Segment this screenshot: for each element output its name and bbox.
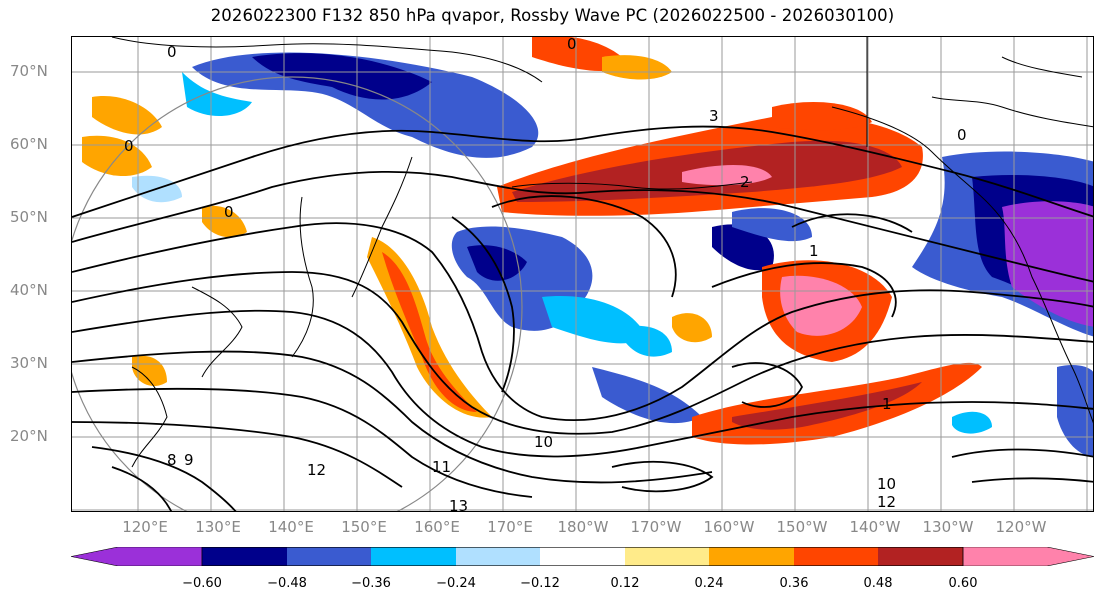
contour-lines bbox=[72, 125, 1093, 511]
map-canvas: 0 0 0 0 0 1 1 2 3 10 11 12 13 10 12 8 9 bbox=[72, 37, 1093, 512]
lat-label-40n: 40°N bbox=[10, 281, 48, 299]
colorbar-tick: −0.24 bbox=[436, 576, 476, 591]
lon-label-150e: 150°E bbox=[341, 518, 387, 536]
map-title: 2026022300 F132 850 hPa qvapor, Rossby W… bbox=[210, 6, 895, 25]
lat-label-60n: 60°N bbox=[10, 135, 48, 153]
colorbar-tick: −0.12 bbox=[520, 576, 560, 591]
anomaly-fills bbox=[82, 37, 1093, 457]
contour-label: 13 bbox=[449, 497, 468, 512]
lon-label-130w: 130°W bbox=[922, 518, 974, 536]
colorbar-segment bbox=[71, 547, 203, 566]
lon-label-140w: 140°W bbox=[849, 518, 901, 536]
lon-label-120e: 120°E bbox=[122, 518, 168, 536]
lon-label-170e: 170°E bbox=[487, 518, 533, 536]
lat-label-30n: 30°N bbox=[10, 354, 48, 372]
colorbar-tick: −0.60 bbox=[182, 576, 222, 591]
colorbar-segment bbox=[371, 547, 456, 566]
contour-label: 9 bbox=[184, 451, 194, 469]
contour-label: 0 bbox=[567, 37, 577, 53]
contour-label: 0 bbox=[167, 43, 177, 61]
colorbar-segment bbox=[202, 547, 287, 566]
contour-label: 0 bbox=[224, 203, 234, 221]
contour-label: 10 bbox=[877, 475, 896, 493]
contour-label: 0 bbox=[957, 126, 967, 144]
lat-label-50n: 50°N bbox=[10, 208, 48, 226]
coastlines bbox=[111, 37, 1093, 468]
lon-label-160e: 160°E bbox=[414, 518, 460, 536]
contour-label: 1 bbox=[882, 395, 892, 413]
colorbar-tick: 0.60 bbox=[948, 576, 978, 591]
contour-label: 2 bbox=[740, 173, 750, 191]
colorbar-tick: −0.36 bbox=[351, 576, 391, 591]
lon-label-150w: 150°W bbox=[776, 518, 828, 536]
colorbar-segment bbox=[625, 547, 709, 566]
colorbar-segment bbox=[962, 547, 1094, 566]
colorbar-segment bbox=[878, 547, 963, 566]
contour-label: 0 bbox=[124, 137, 134, 155]
negative-anomaly-region bbox=[192, 52, 539, 158]
colorbar-segment bbox=[456, 547, 540, 566]
contour-label: 1 bbox=[809, 242, 819, 260]
lon-label-120w: 120°W bbox=[995, 518, 1047, 536]
contour-label: 12 bbox=[307, 461, 326, 479]
contour-label: 11 bbox=[432, 458, 451, 476]
lon-label-170w: 170°W bbox=[630, 518, 682, 536]
map-plot-area[interactable]: 0 0 0 0 0 1 1 2 3 10 11 12 13 10 12 8 9 bbox=[71, 36, 1094, 512]
colorbar bbox=[71, 547, 1094, 566]
colorbar-tick: 0.24 bbox=[694, 576, 724, 591]
colorbar-segment bbox=[709, 547, 794, 566]
lon-label-130e: 130°E bbox=[195, 518, 241, 536]
colorbar-segment bbox=[794, 547, 878, 566]
colorbar-tick: 0.12 bbox=[610, 576, 640, 591]
contour-label: 3 bbox=[709, 107, 719, 125]
lon-label-140e: 140°E bbox=[268, 518, 314, 536]
contour-label-group: 0 0 0 0 0 1 1 2 3 10 11 12 13 10 12 8 9 bbox=[124, 37, 967, 512]
lat-label-20n: 20°N bbox=[10, 427, 48, 445]
lat-label-70n: 70°N bbox=[10, 62, 48, 80]
colorbar-segment bbox=[287, 547, 371, 566]
contour-label: 8 bbox=[167, 451, 177, 469]
graticule bbox=[72, 37, 1093, 511]
colorbar-tick: −0.48 bbox=[267, 576, 307, 591]
contour-label: 10 bbox=[534, 433, 553, 451]
contour-label: 12 bbox=[877, 493, 896, 511]
colorbar-tick: 0.36 bbox=[779, 576, 809, 591]
lon-label-160w: 160°W bbox=[703, 518, 755, 536]
lon-label-180w: 180°W bbox=[557, 518, 609, 536]
colorbar-segment bbox=[540, 547, 625, 566]
colorbar-tick: 0.48 bbox=[863, 576, 893, 591]
